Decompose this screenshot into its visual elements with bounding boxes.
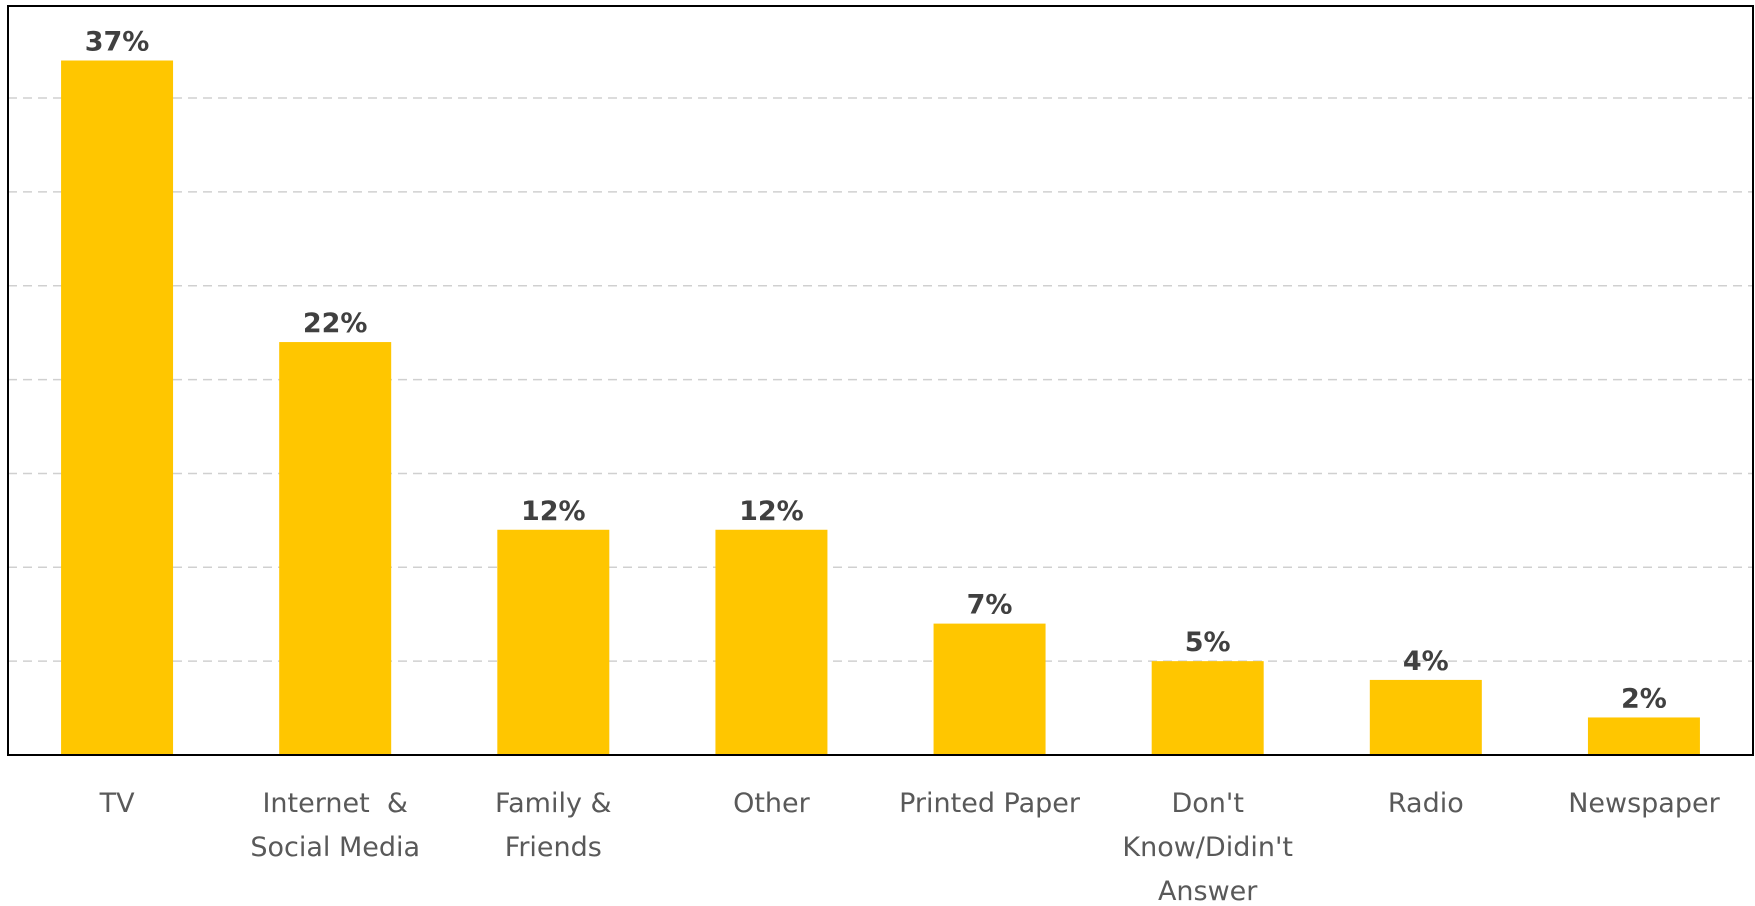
category-label: Family & Friends: [495, 788, 612, 863]
data-label: 4%: [1403, 646, 1449, 677]
category-label-line: Know/Didin't: [1122, 832, 1293, 863]
bars: [61, 60, 1700, 755]
category-labels: TV Internet & Social Media Family & Friends O…: [99, 788, 1721, 906]
data-label: 22%: [303, 308, 368, 339]
category-label: Don't Know/Didin't Answer: [1122, 788, 1293, 906]
data-label: 12%: [521, 496, 586, 527]
category-label-line: Friends: [505, 832, 602, 863]
data-label: 37%: [85, 27, 150, 58]
category-label-line: Printed Paper: [899, 788, 1081, 819]
category-label-line: Social Media: [250, 832, 420, 863]
bar: [933, 623, 1046, 755]
category-label: Radio: [1388, 788, 1464, 819]
category-label-line: TV: [99, 788, 135, 819]
bar: [1151, 661, 1264, 755]
category-label-line: Family &: [495, 788, 612, 819]
value-labels: 37% 22% 12% 12% 7% 5% 4% 2%: [85, 27, 1667, 715]
bar: [279, 342, 392, 755]
bar: [1587, 717, 1700, 755]
category-label: Newspaper: [1568, 788, 1720, 819]
gridlines: [8, 97, 1753, 662]
bar: [715, 529, 828, 755]
category-label-line: Other: [733, 788, 811, 819]
bar: [1369, 679, 1482, 755]
category-label-line: Answer: [1158, 876, 1258, 906]
category-label: Other: [733, 788, 811, 819]
data-label: 2%: [1621, 683, 1667, 714]
category-label-line: Radio: [1388, 788, 1464, 819]
category-label-line: Internet &: [262, 788, 407, 819]
bar: [61, 60, 174, 755]
category-label: TV: [99, 788, 135, 819]
data-label: 12%: [739, 496, 804, 527]
category-label: Internet & Social Media: [250, 788, 420, 863]
category-label-line: Newspaper: [1568, 788, 1720, 819]
category-label: Printed Paper: [899, 788, 1081, 819]
plot-frame: [7, 5, 1754, 756]
bar: [497, 529, 610, 755]
data-label: 5%: [1185, 627, 1231, 658]
category-label-line: Don't: [1171, 788, 1243, 819]
data-label: 7%: [967, 590, 1013, 621]
